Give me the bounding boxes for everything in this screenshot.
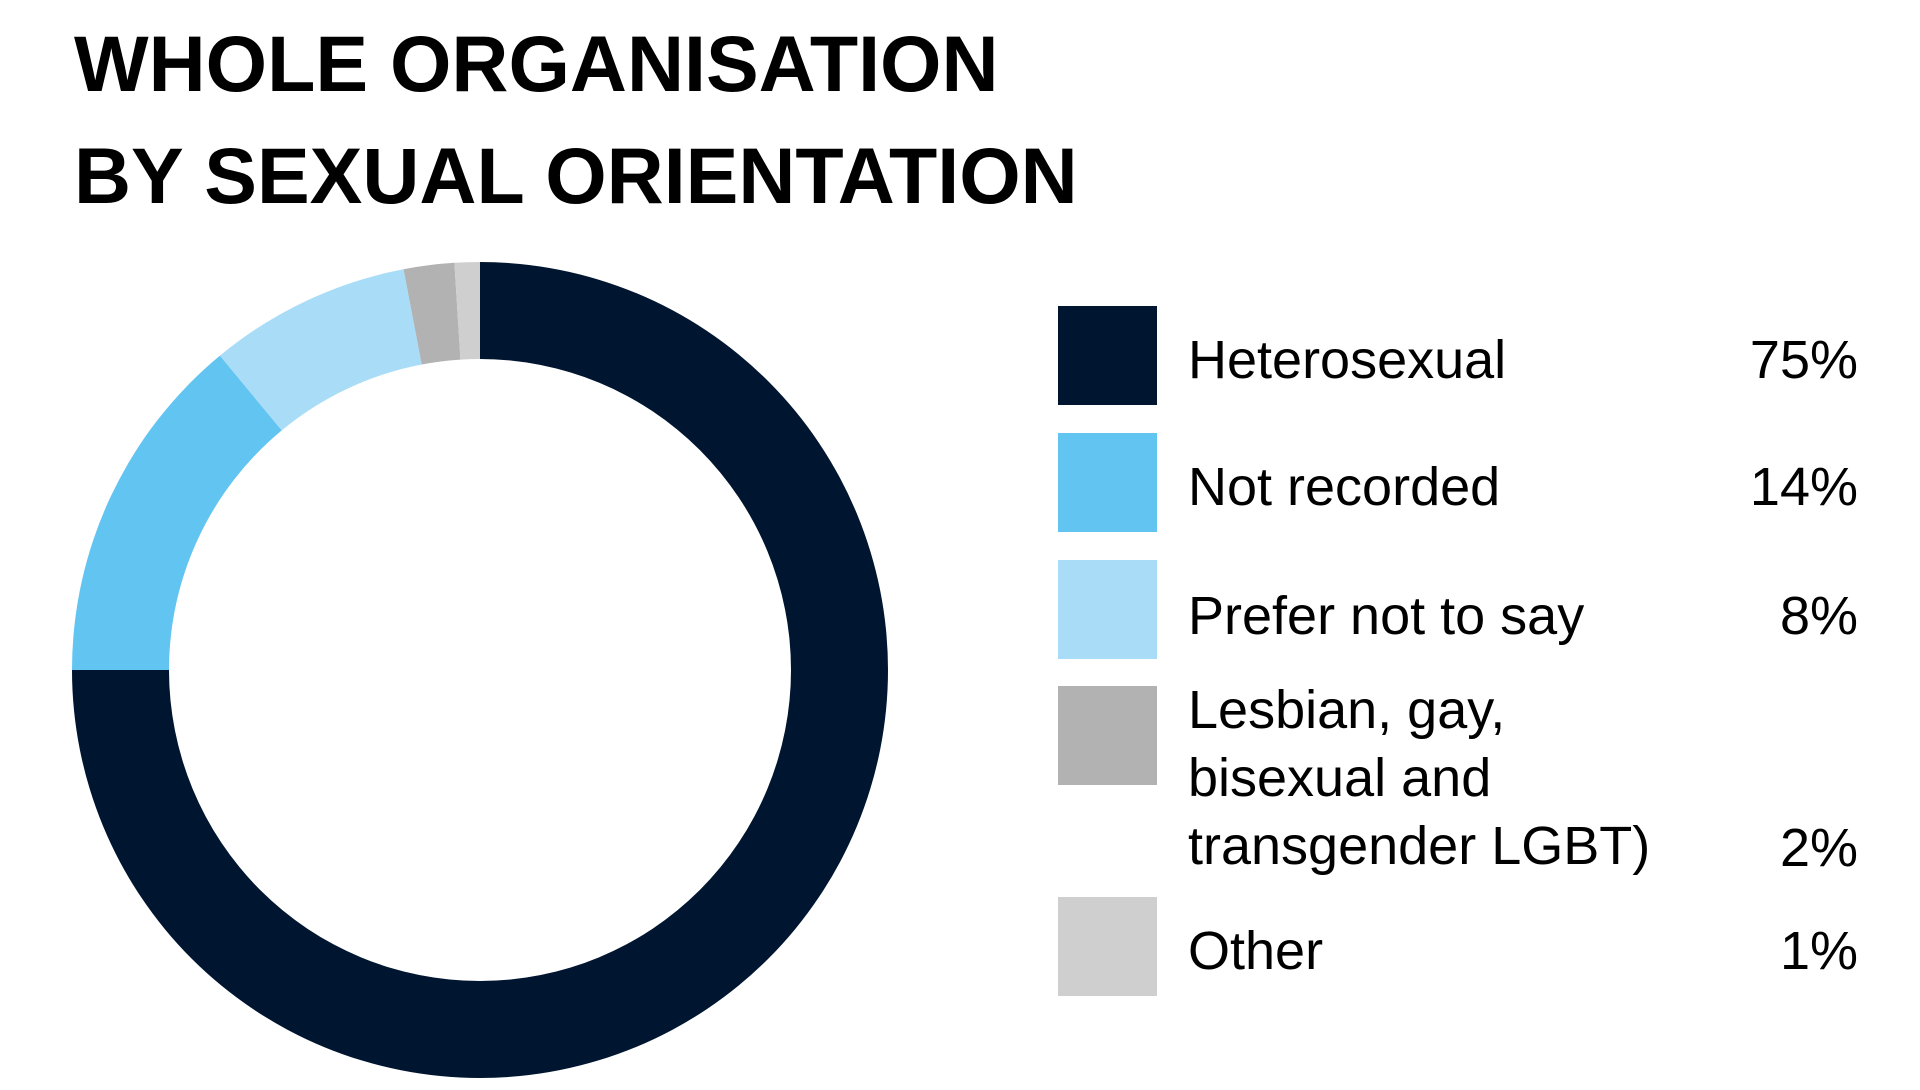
legend-label-4: Other [1188,921,1324,981]
legend-swatch-0 [1058,306,1157,405]
legend-swatch-2 [1058,560,1157,659]
legend: Heterosexual 75% Not recorded 14% Prefer not… [1058,0,1858,1080]
chart-title: WHOLE ORGANISATION BY SEXUAL ORIENTATION [74,8,1078,232]
legend-value-1: 14% [1749,457,1858,517]
donut-slice-1 [72,355,282,670]
donut-slice-3 [403,262,461,365]
legend-swatch-1 [1058,433,1157,532]
chart-title-line-2: BY SEXUAL ORIENTATION [74,131,1078,220]
legend-value-4: 1% [1779,921,1858,981]
legend-swatch-3 [1058,686,1157,785]
donut-slice-2 [219,269,422,431]
legend-label-1: Not recorded [1188,457,1501,517]
donut-chart [72,262,888,1078]
legend-label-0: Heterosexual [1188,330,1507,390]
legend-value-3: 2% [1779,818,1858,878]
legend-value-0: 75% [1749,330,1858,390]
legend-swatch-4 [1058,897,1157,996]
legend-label-2: Prefer not to say [1188,586,1585,646]
legend-value-2: 8% [1779,586,1858,646]
chart-title-line-1: WHOLE ORGANISATION [74,19,999,108]
legend-label-3: Lesbian, gay, bisexual and transgender L… [1188,680,1651,876]
donut-slice-4 [454,262,480,360]
